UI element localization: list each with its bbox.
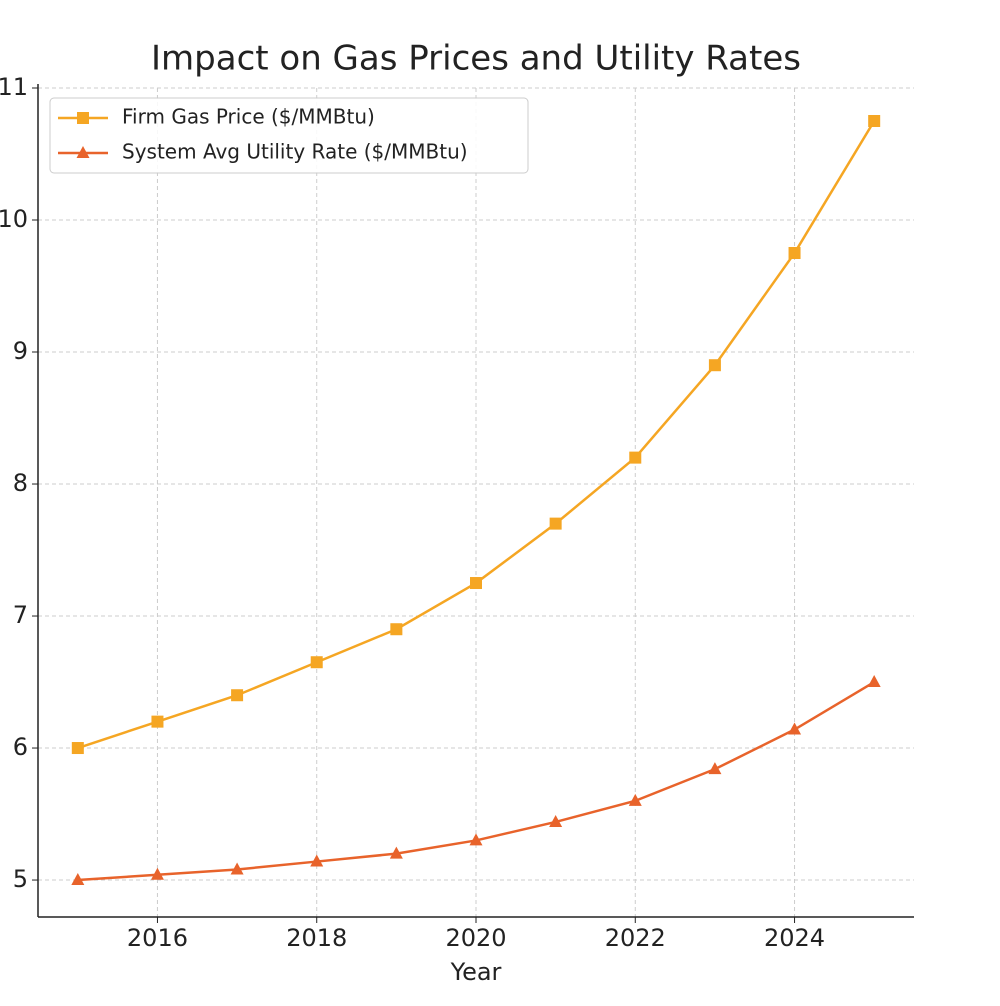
legend-box xyxy=(49,97,529,174)
marker xyxy=(389,846,403,859)
marker xyxy=(868,115,881,128)
marker xyxy=(231,689,244,702)
marker xyxy=(628,793,642,806)
legend-marker xyxy=(76,146,90,158)
marker xyxy=(549,517,562,530)
x-tick-label: 2022 xyxy=(605,924,666,952)
legend-marker xyxy=(77,112,89,124)
y-tick-label: 6 xyxy=(13,733,28,761)
x-axis-label: Year xyxy=(450,958,502,986)
marker xyxy=(310,854,324,867)
x-tick-label: 2018 xyxy=(286,924,347,952)
marker xyxy=(150,867,164,880)
y-tick-label: 7 xyxy=(13,601,28,629)
y-tick-label: 10 xyxy=(0,205,28,233)
marker xyxy=(310,656,323,669)
marker xyxy=(549,814,563,827)
marker xyxy=(867,675,881,688)
marker xyxy=(788,247,801,260)
marker xyxy=(71,873,85,886)
y-tick-label: 11 xyxy=(0,73,28,101)
marker xyxy=(469,833,483,846)
marker xyxy=(470,577,482,590)
y-tick-label: 5 xyxy=(13,865,28,893)
marker xyxy=(708,762,722,775)
marker xyxy=(390,623,403,636)
legend-label: Firm Gas Price ($/MMBtu) xyxy=(122,105,375,129)
marker xyxy=(71,742,84,755)
x-tick-label: 2016 xyxy=(127,924,188,952)
y-tick-label: 9 xyxy=(13,337,28,365)
marker xyxy=(629,451,642,464)
legend: Firm Gas Price ($/MMBtu) System Avg Utili… xyxy=(49,97,529,174)
x-tick-label: 2020 xyxy=(445,924,506,952)
marker xyxy=(230,862,244,875)
y-tick-label: 8 xyxy=(13,469,28,497)
chart-title: Impact on Gas Prices and Utility Rates xyxy=(151,39,801,79)
marker xyxy=(151,715,164,728)
marker xyxy=(708,359,721,372)
legend-label: System Avg Utility Rate ($/MMBtu) xyxy=(122,140,468,164)
marker xyxy=(788,722,802,735)
x-tick-label: 2024 xyxy=(764,924,825,952)
